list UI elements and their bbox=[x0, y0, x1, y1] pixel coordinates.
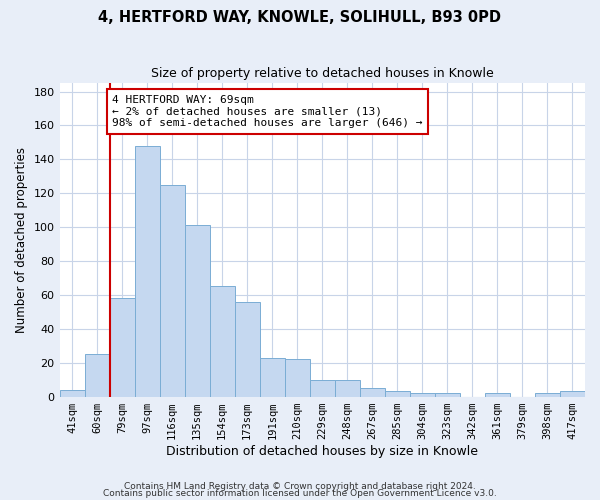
Bar bbox=[59, 390, 85, 396]
Bar bbox=[385, 392, 410, 396]
Bar bbox=[535, 393, 560, 396]
Bar bbox=[235, 302, 260, 396]
Bar bbox=[310, 380, 335, 396]
Bar bbox=[160, 184, 185, 396]
Bar bbox=[185, 226, 209, 396]
Text: Contains public sector information licensed under the Open Government Licence v3: Contains public sector information licen… bbox=[103, 490, 497, 498]
Bar bbox=[260, 358, 285, 397]
Text: 4, HERTFORD WAY, KNOWLE, SOLIHULL, B93 0PD: 4, HERTFORD WAY, KNOWLE, SOLIHULL, B93 0… bbox=[98, 10, 502, 25]
Title: Size of property relative to detached houses in Knowle: Size of property relative to detached ho… bbox=[151, 68, 494, 80]
Bar bbox=[485, 393, 510, 396]
Bar bbox=[209, 286, 235, 397]
Bar bbox=[134, 146, 160, 397]
X-axis label: Distribution of detached houses by size in Knowle: Distribution of detached houses by size … bbox=[166, 444, 478, 458]
Bar bbox=[435, 393, 460, 396]
Bar bbox=[410, 393, 435, 396]
Text: 4 HERTFORD WAY: 69sqm
← 2% of detached houses are smaller (13)
98% of semi-detac: 4 HERTFORD WAY: 69sqm ← 2% of detached h… bbox=[112, 95, 422, 128]
Bar bbox=[560, 392, 585, 396]
Y-axis label: Number of detached properties: Number of detached properties bbox=[15, 147, 28, 333]
Bar bbox=[110, 298, 134, 396]
Bar bbox=[285, 360, 310, 397]
Text: Contains HM Land Registry data © Crown copyright and database right 2024.: Contains HM Land Registry data © Crown c… bbox=[124, 482, 476, 491]
Bar bbox=[335, 380, 360, 396]
Bar bbox=[85, 354, 110, 397]
Bar bbox=[360, 388, 385, 396]
